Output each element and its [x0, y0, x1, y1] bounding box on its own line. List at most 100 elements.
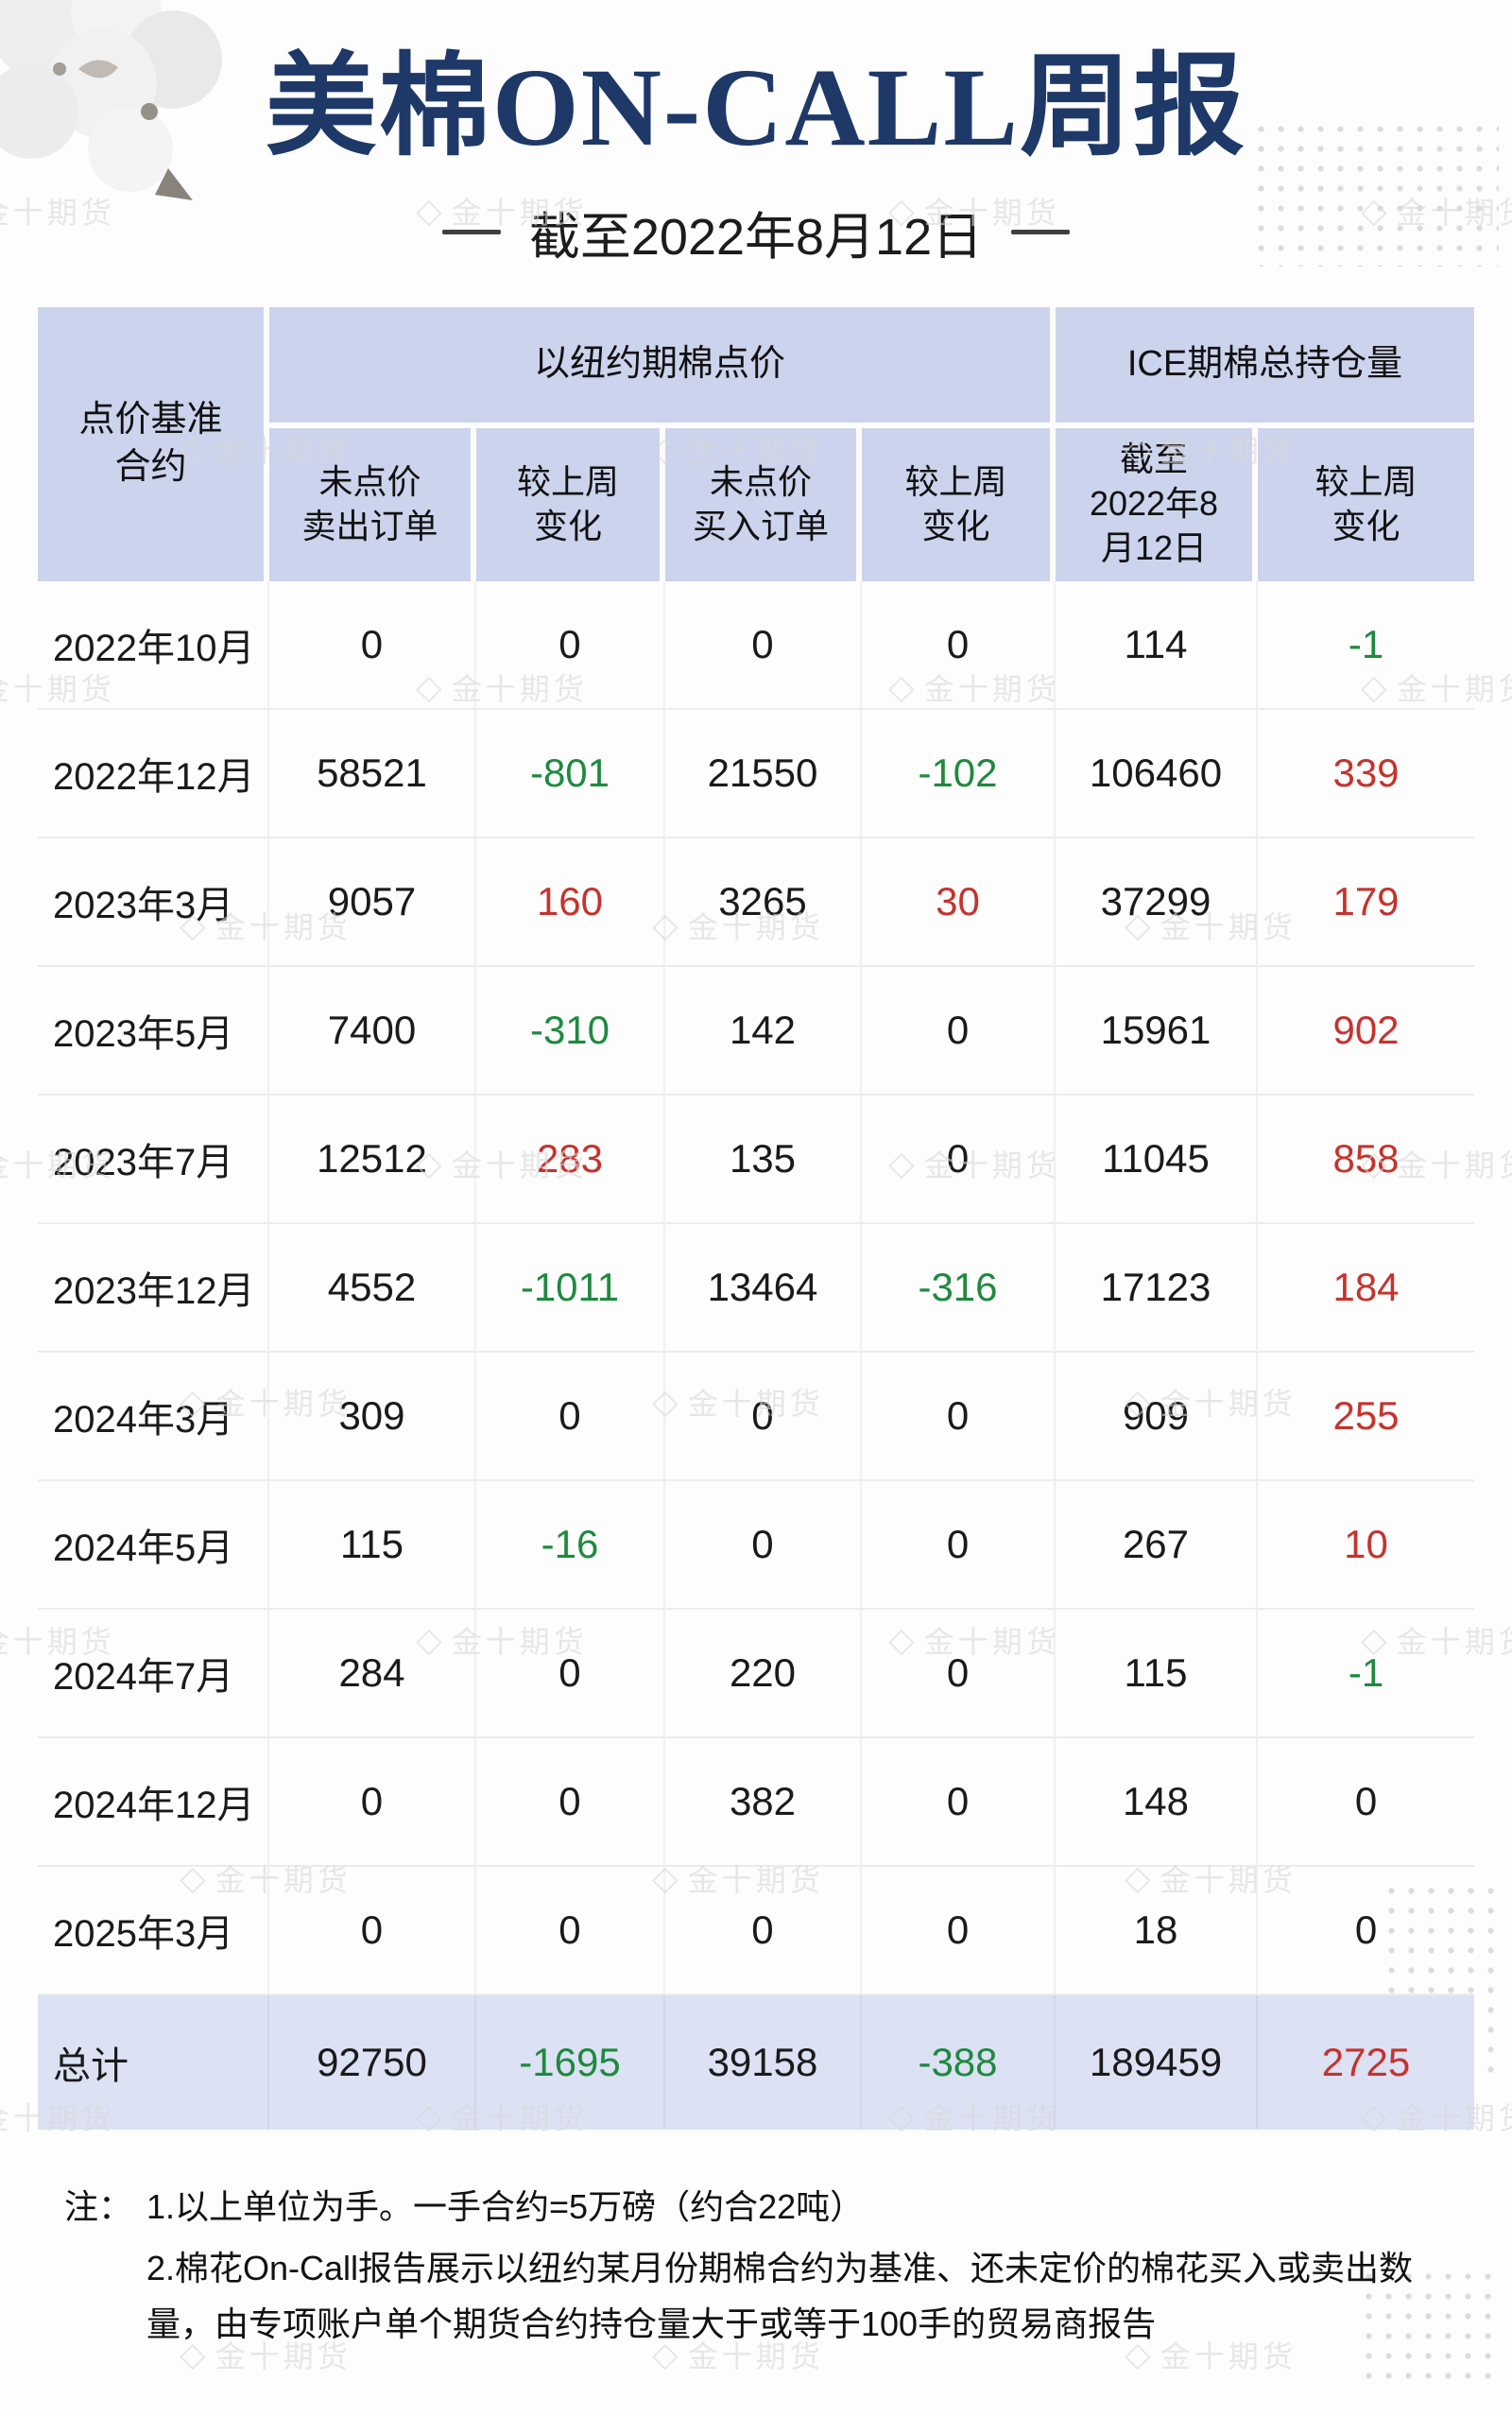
- value-cell: 0: [475, 1352, 665, 1481]
- value-cell: 0: [664, 1480, 862, 1610]
- table-row: 2022年10月 0 0 0 0 114 -1: [37, 580, 1475, 710]
- total-row: 总计 92750 -1695 39158 -388 189459 2725: [37, 1994, 1475, 2130]
- value-cell: 142: [664, 966, 862, 1096]
- value-cell: 0: [268, 1737, 476, 1867]
- value-cell: 0: [475, 1609, 665, 1738]
- corner-header-cell: 点价基准 合约: [37, 306, 269, 581]
- value-cell: 0: [861, 1866, 1056, 1995]
- contract-month-cell: 2023年3月: [37, 837, 269, 967]
- note-item-1: 1.以上单位为手。一手合约=5万磅（约合22吨）: [146, 2186, 865, 2226]
- contract-month-cell: 2024年3月: [37, 1352, 269, 1481]
- value-cell: 0: [861, 580, 1056, 710]
- value-cell: 0: [475, 580, 665, 710]
- value-cell: 0: [1258, 1738, 1475, 1867]
- value-cell: 37299: [1056, 837, 1258, 967]
- value-cell: 0: [861, 966, 1056, 1096]
- total-label-cell: 总计: [37, 1994, 269, 2130]
- oncall-data-table: 点价基准 合约 以纽约期棉点价 ICE期棉总持仓量 未点价 卖出订单 较上周 变…: [37, 306, 1475, 2130]
- halftone-dots-bottom-right: [1359, 2267, 1503, 2391]
- contract-month-cell: 2024年7月: [37, 1609, 269, 1738]
- sub-header-unpriced-sell: 未点价 卖出订单: [268, 427, 476, 581]
- table-row: 2023年7月 12512 283 135 0 11045 858: [37, 1095, 1475, 1224]
- sub-header-wow-change-1: 较上周 变化: [475, 427, 665, 581]
- value-cell: 0: [475, 1737, 665, 1867]
- table-row: 2024年3月 309 0 0 0 909 255: [37, 1352, 1475, 1481]
- value-cell: 115: [268, 1480, 476, 1610]
- value-cell: 3265: [664, 837, 862, 967]
- value-cell: 106460: [1056, 709, 1258, 838]
- contract-month-cell: 2024年5月: [37, 1480, 269, 1610]
- value-cell: 2725: [1258, 1994, 1475, 2130]
- value-cell: 30: [861, 837, 1056, 967]
- table-row: 2023年12月 4552 -1011 13464 -316 17123 184: [37, 1223, 1475, 1353]
- value-cell: 382: [664, 1737, 862, 1867]
- sub-header-asof-date: 截至 2022年8 月12日: [1056, 427, 1258, 581]
- contract-month-cell: 2025年3月: [37, 1866, 269, 1995]
- notes-label: 注：: [64, 2186, 133, 2226]
- value-cell: -102: [861, 709, 1056, 838]
- value-cell: 0: [861, 1480, 1056, 1610]
- value-cell: 902: [1258, 967, 1475, 1096]
- subtitle-dash-right: [1011, 229, 1071, 234]
- value-cell: -16: [475, 1480, 665, 1610]
- value-cell: 858: [1258, 1096, 1475, 1224]
- value-cell: 189459: [1056, 1994, 1258, 2130]
- contract-month-cell: 2022年12月: [37, 709, 269, 838]
- contract-month-cell: 2024年12月: [37, 1737, 269, 1867]
- sub-header-unpriced-buy: 未点价 买入订单: [664, 427, 862, 581]
- value-cell: 15961: [1056, 966, 1258, 1096]
- value-cell: -1695: [475, 1994, 665, 2130]
- value-cell: 17123: [1056, 1223, 1258, 1353]
- value-cell: 0: [268, 580, 476, 710]
- value-cell: 255: [1258, 1353, 1475, 1481]
- value-cell: 0: [1258, 1867, 1475, 1995]
- subtitle-row: 截至2022年8月12日: [0, 195, 1512, 269]
- value-cell: 135: [664, 1095, 862, 1224]
- table-row: 2023年5月 7400 -310 142 0 15961 902: [37, 966, 1475, 1096]
- value-cell: 0: [861, 1352, 1056, 1481]
- value-cell: -1: [1258, 1610, 1475, 1738]
- value-cell: 0: [664, 580, 862, 710]
- value-cell: 283: [475, 1095, 665, 1224]
- sub-header-wow-change-3: 较上周 变化: [1258, 427, 1475, 581]
- value-cell: 58521: [268, 709, 476, 838]
- value-cell: 0: [268, 1866, 476, 1995]
- value-cell: 0: [861, 1737, 1056, 1867]
- halftone-dots-top-right: [1251, 119, 1499, 267]
- value-cell: 909: [1056, 1352, 1258, 1481]
- value-cell: 11045: [1056, 1095, 1258, 1224]
- value-cell: 13464: [664, 1223, 862, 1353]
- table-header: 点价基准 合约 以纽约期棉点价 ICE期棉总持仓量 未点价 卖出订单 较上周 变…: [37, 306, 1475, 581]
- value-cell: 12512: [268, 1095, 476, 1224]
- value-cell: 309: [268, 1352, 476, 1481]
- contract-month-cell: 2023年12月: [37, 1223, 269, 1353]
- table-row: 2024年5月 115 -16 0 0 267 10: [37, 1480, 1475, 1610]
- value-cell: 267: [1056, 1480, 1258, 1610]
- value-cell: 9057: [268, 837, 476, 967]
- table-row: 2022年12月 58521 -801 21550 -102 106460 339: [37, 709, 1475, 838]
- value-cell: -310: [475, 966, 665, 1096]
- table-row: 2024年12月 0 0 382 0 148 0: [37, 1737, 1475, 1867]
- report-date-subtitle: 截至2022年8月12日: [528, 208, 984, 266]
- value-cell: -1: [1258, 581, 1475, 710]
- note-item-2: 2.棉花On-Call报告展示以纽约某月份期棉合约为基准、还未定价的棉花买入或卖…: [146, 2249, 1414, 2344]
- table-row: 2025年3月 0 0 0 0 18 0: [37, 1866, 1475, 1995]
- value-cell: 0: [861, 1095, 1056, 1224]
- table-row: 2023年3月 9057 160 3265 30 37299 179: [37, 837, 1475, 967]
- value-cell: -1011: [475, 1223, 665, 1353]
- value-cell: 339: [1258, 710, 1475, 838]
- value-cell: 0: [664, 1352, 862, 1481]
- subtitle-dash-left: [441, 229, 501, 234]
- contract-month-cell: 2022年10月: [37, 580, 269, 710]
- value-cell: 7400: [268, 966, 476, 1096]
- value-cell: 0: [861, 1609, 1056, 1738]
- table-body: 2022年10月 0 0 0 0 114 -1 2022年12月 58521 -801 21550-…: [37, 580, 1475, 2130]
- notes-section: 注： 1.以上单位为手。一手合约=5万磅（约合22吨） 2.棉花On-Call报…: [38, 2179, 1474, 2353]
- value-cell: 18: [1056, 1866, 1258, 1995]
- value-cell: 4552: [268, 1223, 476, 1353]
- value-cell: 148: [1056, 1737, 1258, 1867]
- report-header: 美棉ON-CALL周报 截至2022年8月12日: [0, 0, 1512, 269]
- value-cell: 220: [664, 1609, 862, 1738]
- value-cell: 114: [1056, 580, 1258, 710]
